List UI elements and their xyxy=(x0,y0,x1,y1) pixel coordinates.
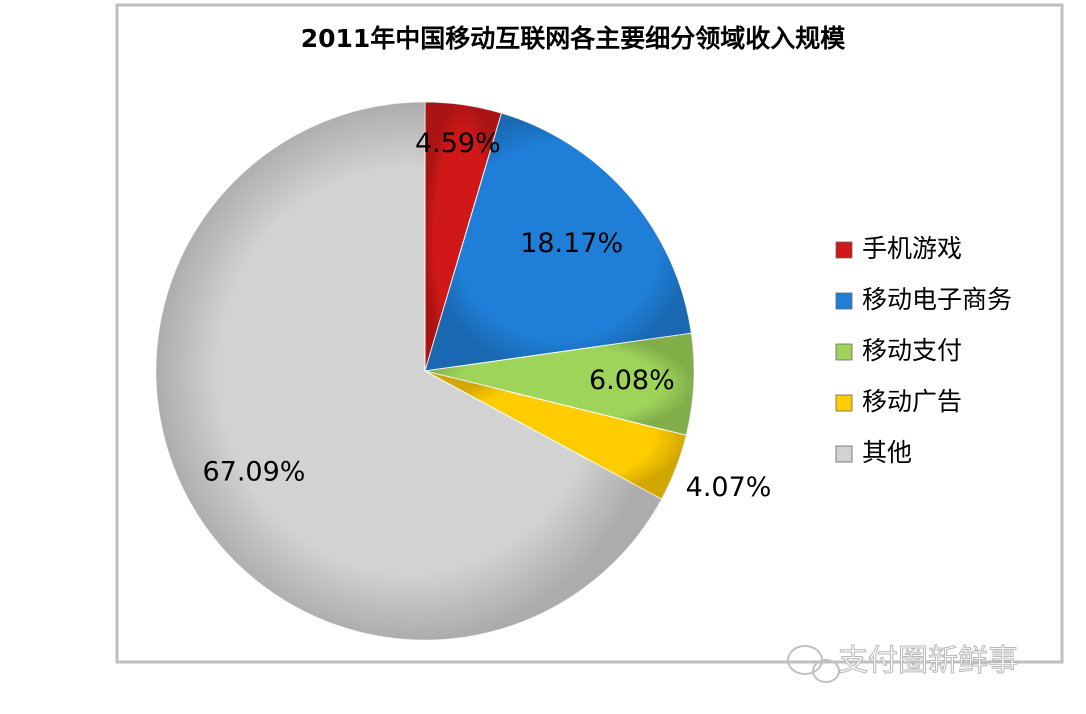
slice-shade xyxy=(425,102,502,371)
slice-shade xyxy=(425,113,692,371)
value-label: 4.59% xyxy=(415,128,501,159)
legend-label: 移动支付 xyxy=(862,336,962,365)
legend-swatch xyxy=(835,343,853,361)
value-label: 18.17% xyxy=(520,228,623,259)
legend-label: 手机游戏 xyxy=(862,234,962,263)
slice-shade xyxy=(425,333,694,436)
slice-shade xyxy=(156,102,662,640)
pie xyxy=(155,101,695,641)
legend-swatch xyxy=(835,394,853,412)
legend-label: 移动广告 xyxy=(862,387,962,416)
legend-swatch xyxy=(835,241,853,259)
value-label: 6.08% xyxy=(589,365,675,396)
legend-label: 其他 xyxy=(862,438,912,467)
chart-title: 2011年中国移动互联网各主要细分领域收入规模 xyxy=(301,24,847,53)
value-label: 4.07% xyxy=(686,472,772,503)
legend-label: 移动电子商务 xyxy=(862,285,1012,314)
watermark: 支付圈新鲜事 xyxy=(838,644,1018,679)
watermark-icon xyxy=(787,645,840,683)
value-labels: 4.59% 18.17% 6.08% 4.07% 67.09% xyxy=(202,128,771,503)
legend-swatch xyxy=(835,445,853,463)
slice-shade xyxy=(425,371,687,500)
value-label: 67.09% xyxy=(202,456,305,487)
legend-swatch xyxy=(835,292,853,310)
